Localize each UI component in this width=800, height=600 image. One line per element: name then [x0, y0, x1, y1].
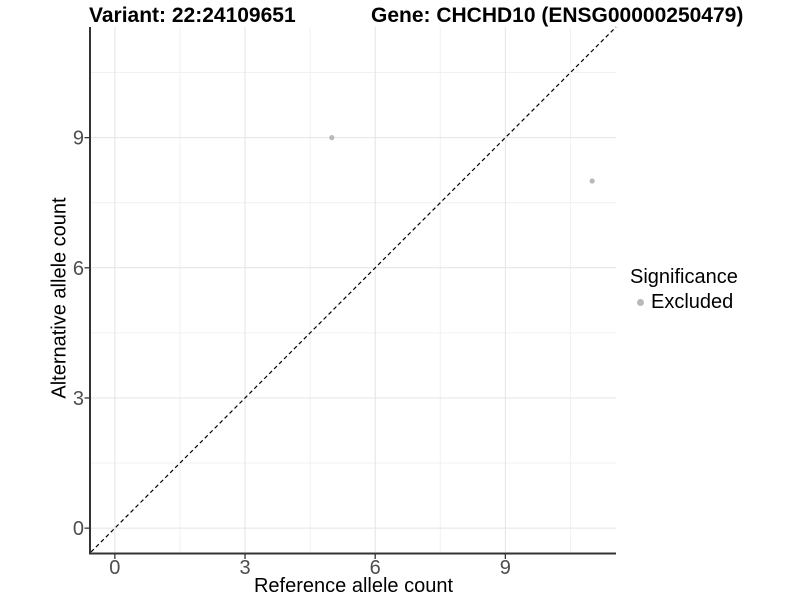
legend-entry-label: Excluded — [651, 290, 734, 313]
plot-title-gene: Gene: CHCHD10 (ENSG00000250479) — [371, 4, 744, 27]
x-tick-label: 3 — [239, 557, 250, 579]
legend-entry-excluded: Excluded — [630, 290, 738, 313]
x-tick-label: 0 — [109, 557, 120, 579]
identity-dashed-line — [90, 26, 617, 553]
y-tick-label: 3 — [73, 388, 84, 410]
x-tick-label: 9 — [500, 557, 511, 579]
y-tick-label: 0 — [73, 518, 84, 540]
x-axis-title: Reference allele count — [253, 575, 453, 597]
legend-point-icon — [637, 298, 644, 306]
data-point — [329, 135, 335, 141]
data-point — [589, 178, 595, 184]
x-tick-label: 6 — [370, 557, 381, 579]
y-tick-label: 9 — [73, 128, 84, 150]
legend: Significance Excluded — [630, 266, 738, 313]
plot-title-variant: Variant: 22:24109651 — [89, 4, 296, 27]
y-tick-label: 6 — [73, 258, 84, 280]
y-axis-title: Alternative allele count — [48, 197, 71, 399]
legend-title: Significance — [630, 266, 738, 288]
